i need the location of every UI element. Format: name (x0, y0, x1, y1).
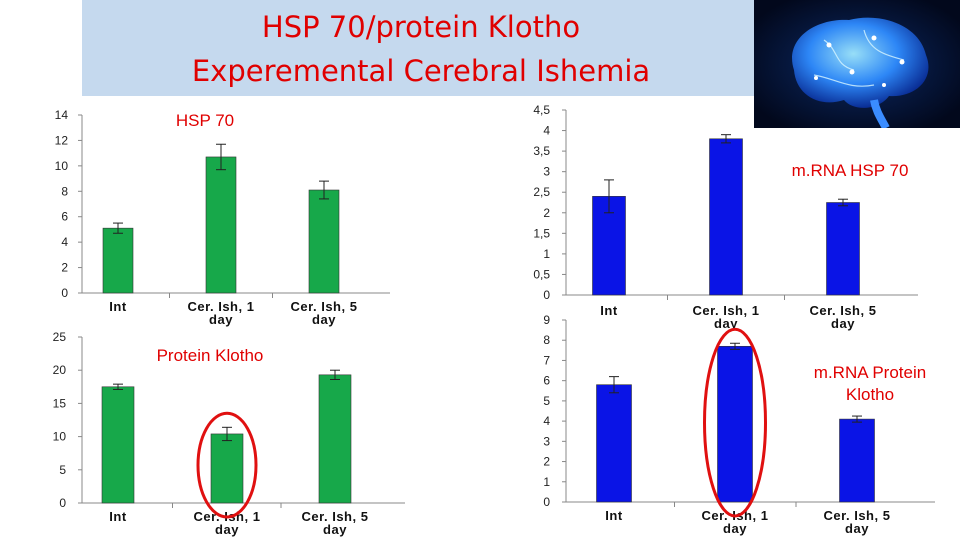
chart-mrna-protein-klotho-y-tick-label: 6 (543, 374, 550, 388)
chart-hsp70-x-tick-label: day (209, 312, 233, 327)
chart-hsp70-bar (308, 189, 340, 294)
chart-protein-klotho-y-tick-label: 5 (59, 463, 66, 477)
chart-mrna-hsp70-x-tick-label: day (714, 316, 738, 331)
chart-title-protein-klotho: Protein Klotho (156, 346, 264, 365)
chart-mrna-protein-klotho-y-tick-label: 8 (543, 333, 550, 347)
chart-mrna-hsp70-y-tick-label: 1 (543, 247, 550, 261)
chart-mrna-protein-klotho-y-tick-label: 0 (543, 495, 550, 509)
chart-protein-klotho-x-tick-label: day (215, 522, 239, 537)
brain-icon (792, 17, 929, 108)
chart-hsp70-x-tick-label: Cer. Ish, 1 (188, 299, 255, 314)
chart-mrna-hsp70-y-tick-label: 0,5 (533, 267, 550, 281)
chart-mrna-protein-klotho-y-tick-label: 5 (543, 394, 550, 408)
chart-mrna-hsp70-bar (709, 138, 743, 296)
chart-mrna-protein-klotho-bar (839, 418, 875, 503)
chart-hsp70-y-tick-label: 4 (61, 235, 68, 249)
page-title-line1: HSP 70/protein Klotho (261, 10, 581, 44)
chart-protein-klotho-x-tick-label: Cer. Ish, 5 (302, 509, 369, 524)
chart-title-mrna-hsp70: m.RNA HSP 70 (791, 161, 909, 180)
page-title-line2: Experemental Cerebral Ishemia (191, 54, 651, 88)
chart-mrna-protein-klotho-y-tick-label: 7 (543, 353, 550, 367)
chart-mrna-protein-klotho-y-tick-label: 9 (543, 313, 550, 327)
chart-protein-klotho-y-tick-label: 25 (53, 330, 67, 344)
chart-protein-klotho-highlight-circle (196, 411, 258, 519)
chart-mrna-protein-klotho-y-tick-label: 4 (543, 414, 550, 428)
chart-mrna-hsp70-y-tick-label: 2 (543, 206, 550, 220)
chart-hsp70-x-tick-label: day (312, 312, 336, 327)
chart-mrna-hsp70-y-tick-label: 1,5 (533, 226, 550, 240)
chart-mrna-hsp70-y-tick-label: 3,5 (533, 144, 550, 158)
chart-mrna-protein-klotho-x-tick-label: Int (605, 508, 623, 523)
chart-hsp70-bar (205, 156, 237, 294)
chart-mrna-hsp70-y-tick-label: 4 (543, 124, 550, 138)
chart-protein-klotho-bar (210, 433, 244, 504)
chart-mrna-hsp70-y-tick-label: 0 (543, 288, 550, 302)
chart-hsp70-y-tick-label: 6 (61, 210, 68, 224)
chart-mrna-hsp70-x-tick-label: Int (600, 303, 618, 318)
chart-mrna-protein-klotho-bar (717, 345, 753, 503)
brain-image (754, 0, 960, 128)
chart-mrna-protein-klotho-y-tick-label: 1 (543, 475, 550, 489)
chart-mrna-protein-klotho-bar (596, 384, 632, 503)
title-band (82, 0, 760, 96)
chart-mrna-hsp70-bar (826, 202, 860, 296)
chart-mrna-hsp70-x-tick-label: Cer. Ish, 1 (693, 303, 760, 318)
chart-mrna-protein-klotho-y-tick-label: 2 (543, 455, 550, 469)
chart-mrna-hsp70-y-tick-label: 2,5 (533, 185, 550, 199)
chart-title-hsp70: HSP 70 (175, 111, 235, 130)
chart-hsp70-y-tick-label: 2 (61, 261, 68, 275)
chart-hsp70-y-tick-label: 8 (61, 184, 68, 198)
chart-hsp70-y-tick-label: 0 (61, 286, 68, 300)
chart-mrna-protein-klotho-x-tick-label: day (723, 521, 747, 536)
chart-hsp70-y-tick-label: 14 (55, 108, 69, 122)
chart-mrna-protein-klotho-x-tick-label: day (845, 521, 869, 536)
chart-mrna-protein-klotho-x-tick-label: Cer. Ish, 5 (824, 508, 891, 523)
chart-mrna-protein-klotho-highlight-circle (703, 327, 767, 518)
chart-protein-klotho-x-tick-label: Int (109, 509, 127, 524)
chart-protein-klotho-y-tick-label: 0 (59, 496, 66, 510)
chart-mrna-protein-klotho-y-tick-label: 3 (543, 434, 550, 448)
chart-mrna-hsp70-x-tick-label: Cer. Ish, 5 (810, 303, 877, 318)
chart-protein-klotho-y-tick-label: 15 (53, 396, 67, 410)
chart-title-mrna-protein-klotho: m.RNA Protein Klotho (813, 363, 927, 404)
chart-hsp70-x-tick-label: Int (109, 299, 127, 314)
chart-hsp70-y-tick-label: 10 (55, 159, 69, 173)
chart-protein-klotho-y-tick-label: 10 (53, 430, 67, 444)
chart-protein-klotho-bar (318, 374, 352, 504)
chart-protein-klotho-x-tick-label: day (323, 522, 347, 537)
chart-mrna-hsp70-y-tick-label: 4,5 (533, 103, 550, 117)
chart-protein-klotho-bar (101, 386, 135, 504)
chart-mrna-hsp70-y-tick-label: 3 (543, 165, 550, 179)
chart-protein-klotho-y-tick-label: 20 (53, 363, 67, 377)
chart-hsp70-x-tick-label: Cer. Ish, 5 (291, 299, 358, 314)
chart-mrna-hsp70-x-tick-label: day (831, 316, 855, 331)
chart-hsp70-y-tick-label: 12 (55, 133, 69, 147)
chart-hsp70-bar (102, 227, 134, 294)
